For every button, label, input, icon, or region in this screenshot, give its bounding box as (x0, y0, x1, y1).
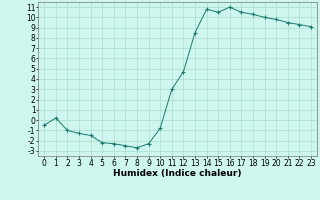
X-axis label: Humidex (Indice chaleur): Humidex (Indice chaleur) (113, 169, 242, 178)
